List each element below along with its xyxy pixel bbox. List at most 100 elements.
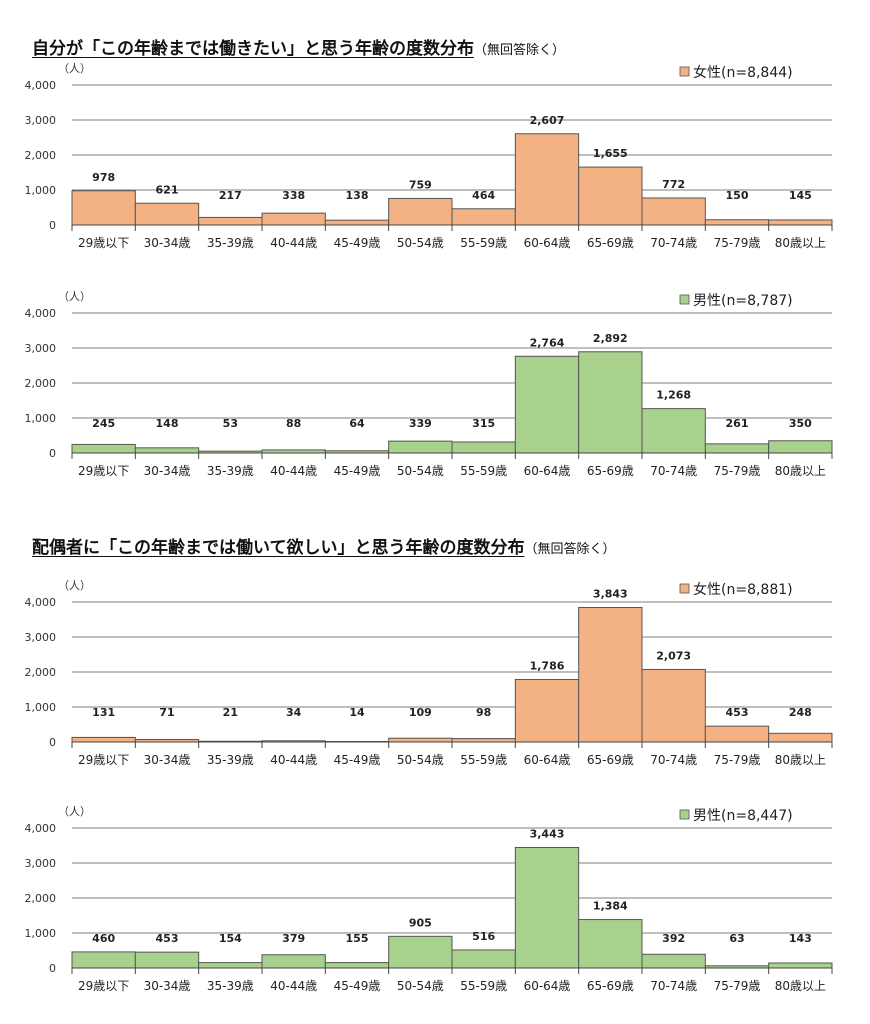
value-label: 464	[472, 189, 495, 202]
category-label: 45-49歳	[334, 236, 381, 250]
legend-label: 男性(n=8,447)	[693, 808, 793, 824]
bar-29歳以下	[71, 951, 136, 969]
category-label: 30-34歳	[144, 236, 191, 250]
y-unit-label: （人）	[58, 805, 91, 818]
value-label: 21	[223, 706, 238, 719]
value-label: 379	[282, 932, 305, 945]
category-label: 55-59歳	[460, 979, 507, 993]
value-label: 516	[472, 930, 495, 943]
value-label: 338	[282, 189, 305, 202]
value-label: 245	[92, 417, 115, 430]
legend-swatch	[679, 294, 690, 305]
y-tick-label: 0	[49, 736, 56, 749]
bar-50-54歳	[388, 737, 453, 743]
value-label: 621	[156, 183, 179, 196]
category-label: 30-34歳	[144, 753, 191, 767]
value-label: 98	[476, 706, 491, 719]
value-label: 978	[92, 171, 115, 184]
value-label: 88	[286, 417, 301, 430]
value-label: 138	[346, 189, 369, 202]
category-label: 29歳以下	[78, 236, 129, 250]
bar-50-54歳	[388, 197, 453, 226]
bar-55-59歳	[451, 738, 516, 743]
y-tick-label: 1,000	[25, 701, 57, 714]
bar-35-39歳	[198, 216, 263, 226]
bar-60-64歳	[514, 678, 580, 743]
value-label: 339	[409, 417, 432, 430]
bar-75-79歳	[704, 219, 770, 226]
bar-55-59歳	[451, 949, 516, 969]
category-label: 30-34歳	[144, 979, 191, 993]
category-label: 40-44歳	[270, 753, 317, 767]
y-tick-label: 1,000	[25, 412, 57, 425]
bar-70-74歳	[641, 197, 706, 226]
bar-70-74歳	[641, 408, 706, 454]
value-label: 1,786	[530, 659, 565, 672]
y-unit-label: （人）	[58, 579, 91, 592]
category-label: 50-54歳	[397, 753, 444, 767]
value-label: 148	[156, 417, 179, 430]
category-label: 50-54歳	[397, 464, 444, 478]
category-label: 30-34歳	[144, 464, 191, 478]
legend-label: 女性(n=8,881)	[693, 581, 793, 598]
category-label: 70-74歳	[650, 753, 697, 767]
value-label: 905	[409, 916, 432, 929]
bar-29歳以下	[71, 736, 136, 743]
bar-65-69歳	[578, 351, 643, 454]
value-label: 63	[729, 932, 744, 945]
category-label: 35-39歳	[207, 979, 254, 993]
category-label: 50-54歳	[397, 979, 444, 993]
chart-spouse-female: （人） 0 1,000 2,000 3,000 4,000 131 71 21 34 14 109 98…	[25, 579, 833, 767]
bar-60-64歳	[514, 355, 580, 454]
value-label: 1,268	[656, 389, 691, 402]
bar-45-49歳	[324, 219, 390, 226]
y-tick-label: 4,000	[25, 822, 57, 835]
value-label: 131	[92, 706, 115, 719]
legend-label: 女性(n=8,844)	[693, 64, 793, 81]
category-label: 55-59歳	[460, 236, 507, 250]
category-label: 50-54歳	[397, 236, 444, 250]
bar-60-64歳	[514, 133, 580, 226]
bar-70-74歳	[641, 668, 706, 743]
section-title-spouse-note: （無回答除く）	[524, 542, 616, 557]
category-label: 70-74歳	[650, 236, 697, 250]
value-label: 453	[156, 932, 179, 945]
y-tick-label: 0	[49, 962, 56, 975]
category-label: 29歳以下	[78, 979, 129, 993]
y-tick-label: 0	[49, 219, 56, 232]
category-label: 75-79歳	[714, 753, 761, 767]
bar-29歳以下	[71, 443, 136, 454]
bar-50-54歳	[388, 440, 453, 454]
category-label: 70-74歳	[650, 979, 697, 993]
category-label: 40-44歳	[270, 979, 317, 993]
y-tick-label: 4,000	[25, 307, 57, 320]
category-label: 35-39歳	[207, 753, 254, 767]
category-label: 80歳以上	[775, 236, 826, 250]
bar-60-64歳	[514, 846, 580, 969]
y-tick-label: 2,000	[25, 377, 57, 390]
bar-45-49歳	[324, 962, 390, 969]
value-label: 150	[726, 189, 749, 202]
bar-65-69歳	[578, 166, 643, 226]
value-label: 2,764	[530, 336, 565, 349]
value-label: 392	[662, 932, 685, 945]
category-label: 60-64歳	[524, 464, 571, 478]
bar-80歳以上	[768, 732, 833, 743]
y-tick-label: 3,000	[25, 342, 57, 355]
category-label: 45-49歳	[334, 979, 381, 993]
value-label: 155	[346, 932, 369, 945]
category-label: 29歳以下	[78, 464, 129, 478]
bar-75-79歳	[704, 443, 770, 454]
value-label: 460	[92, 932, 115, 945]
y-tick-label: 4,000	[25, 79, 57, 92]
y-tick-label: 0	[49, 447, 56, 460]
value-label: 217	[219, 189, 242, 202]
category-label: 75-79歳	[714, 464, 761, 478]
bar-55-59歳	[451, 208, 516, 226]
chart-self-male: （人） 0 1,000 2,000 3,000 4,000 245 148 53 88 64 339 3…	[25, 290, 833, 478]
value-label: 3,443	[530, 827, 565, 840]
bar-50-54歳	[388, 935, 453, 969]
y-unit-label: （人）	[58, 62, 91, 75]
y-tick-label: 3,000	[25, 631, 57, 644]
section-title-spouse: 配偶者に「この年齢までは働いて欲しい」と思う年齢の度数分布（無回答除く）	[32, 533, 616, 558]
